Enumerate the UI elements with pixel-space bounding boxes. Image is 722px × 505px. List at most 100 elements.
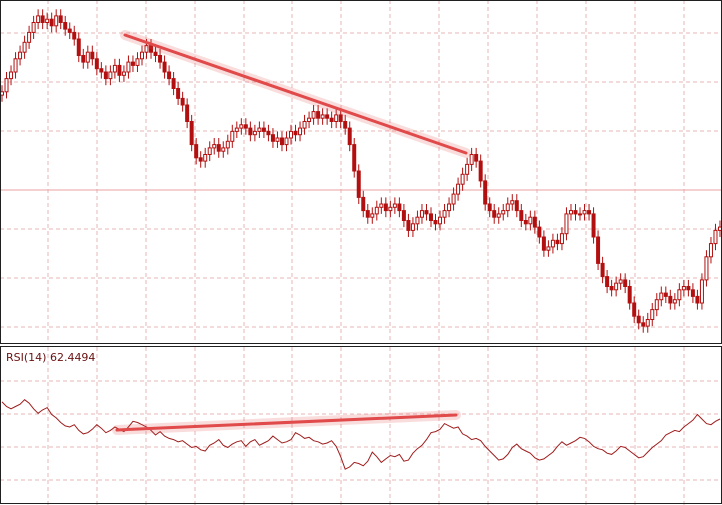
candle-body <box>54 15 59 27</box>
price-panel-frame <box>0 0 722 344</box>
candle-body <box>112 64 117 73</box>
candle-body <box>546 246 551 251</box>
candle-body <box>289 130 294 139</box>
candle-body <box>668 295 673 304</box>
candle-body <box>356 170 361 198</box>
candle-body <box>194 144 199 159</box>
candle-body <box>650 309 655 321</box>
candle-body <box>578 213 583 216</box>
candle-body <box>343 121 348 129</box>
candle-body <box>600 262 605 278</box>
candle-body <box>550 239 555 248</box>
candle-body <box>198 157 203 162</box>
candle-body <box>239 124 244 129</box>
candle-body <box>659 292 664 301</box>
candle-body <box>189 121 194 146</box>
candle-body <box>474 154 479 162</box>
candle-body <box>496 213 501 218</box>
candle-body <box>523 220 528 225</box>
candle-body <box>257 127 262 132</box>
candle-body <box>632 302 637 317</box>
candle-body <box>252 130 257 136</box>
candle-body <box>505 203 510 212</box>
candle-body <box>139 51 144 60</box>
candle-body <box>90 51 95 60</box>
candle-body <box>442 210 447 218</box>
candle-body <box>212 144 217 149</box>
candle-body <box>81 55 86 63</box>
candle-body <box>117 64 122 76</box>
candle-body <box>329 117 334 122</box>
rsi-indicator-label: RSI(14) 62.4494 <box>6 351 95 364</box>
candle-body <box>370 213 375 218</box>
candle-body <box>532 216 537 228</box>
candle-body <box>298 127 303 136</box>
candle-body <box>447 203 452 212</box>
candle-body <box>4 78 9 93</box>
candle-body <box>221 147 226 152</box>
candle-body <box>40 15 45 23</box>
candle-body <box>713 229 718 245</box>
candle-body <box>338 114 343 123</box>
candle-body <box>388 206 393 212</box>
candle-body <box>528 216 533 225</box>
candle-body <box>180 97 185 106</box>
candle-body <box>85 51 90 63</box>
candle-body <box>108 71 113 80</box>
candle-body <box>555 239 560 245</box>
candle-body <box>623 279 628 287</box>
candle-body <box>311 111 316 119</box>
candle-body <box>158 55 163 63</box>
candle-body <box>406 220 411 231</box>
candle-body <box>13 58 18 73</box>
candle-body <box>374 206 379 215</box>
candle-body <box>415 216 420 225</box>
candle-body <box>564 213 569 235</box>
candle-body <box>379 203 384 208</box>
price-trendline <box>123 33 468 155</box>
candle-body <box>433 220 438 225</box>
candle-body <box>58 15 63 23</box>
candle-body <box>27 31 32 43</box>
candle-body <box>99 68 104 73</box>
candle-body <box>645 319 650 327</box>
candle-body <box>279 137 284 146</box>
candle-body <box>63 22 68 30</box>
candle-body <box>270 134 275 142</box>
candle-body <box>469 154 474 165</box>
candle-body <box>424 210 429 215</box>
candle-body <box>397 203 402 212</box>
candle-body <box>361 196 366 212</box>
price-panel <box>0 9 722 333</box>
rsi-panel <box>1 399 721 470</box>
candle-body <box>185 104 190 122</box>
candle-body <box>320 114 325 119</box>
candle-body <box>225 140 230 149</box>
candle-body <box>401 210 406 222</box>
candle-body <box>9 71 14 80</box>
candle-body <box>307 117 312 122</box>
candle-body <box>49 18 54 27</box>
candle-body <box>596 236 601 264</box>
candle-body <box>67 28 72 33</box>
candle-body <box>275 137 280 142</box>
candle-body <box>18 51 23 60</box>
candle-body <box>284 137 289 146</box>
candle-body <box>591 213 596 238</box>
candle-body <box>609 286 614 291</box>
candle-body <box>130 61 135 66</box>
candle-body <box>383 203 388 212</box>
candle-body <box>559 233 564 245</box>
candle-body <box>636 315 641 324</box>
candle-body <box>686 286 691 291</box>
candle-body <box>293 130 298 136</box>
candle-body <box>126 61 131 73</box>
rsi-line <box>1 399 721 470</box>
candle-body <box>121 71 126 76</box>
candle-body <box>325 114 330 119</box>
candle-body <box>334 114 339 123</box>
candle-body <box>487 203 492 212</box>
